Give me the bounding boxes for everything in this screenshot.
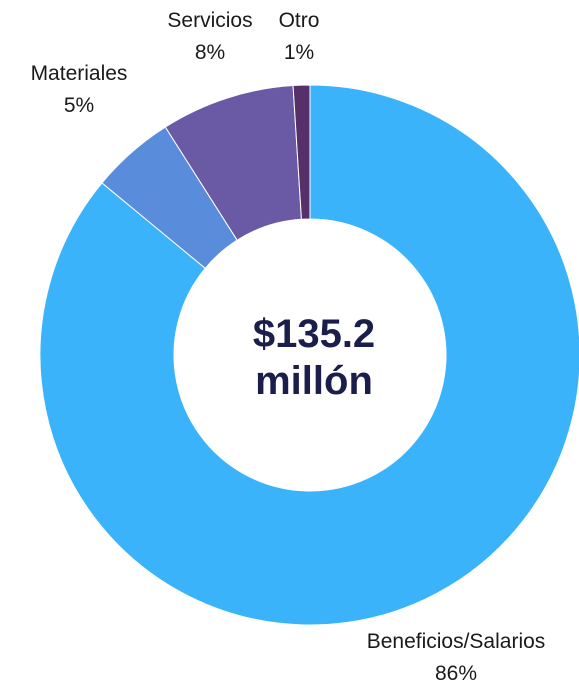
slice-label-percent: 1% xyxy=(284,41,314,64)
slice-label-percent: 5% xyxy=(64,94,94,117)
donut-slices xyxy=(39,84,579,626)
slice-label-name: Materiales xyxy=(31,62,128,85)
slice-labels: Beneficios/Salarios 86% Materiales 5% Servic… xyxy=(31,9,546,685)
slice-label-name: Beneficios/Salarios xyxy=(367,630,546,653)
center-unit: millón xyxy=(255,359,373,403)
donut-hole xyxy=(174,219,446,491)
slice-label-percent: 8% xyxy=(195,41,225,64)
slice-label-name: Otro xyxy=(279,9,320,32)
slice-label-name: Servicios xyxy=(167,9,252,32)
slice-label-percent: 86% xyxy=(435,662,477,685)
center-amount: $135.2 xyxy=(253,312,375,356)
